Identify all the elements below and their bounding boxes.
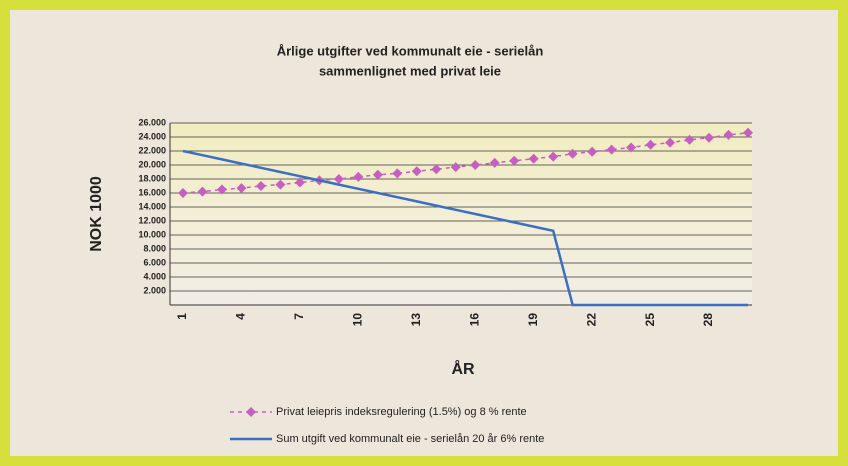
data-point bbox=[353, 171, 364, 182]
data-point bbox=[626, 142, 637, 153]
x-tick-label: 13 bbox=[409, 313, 423, 327]
x-tick-label: 28 bbox=[701, 313, 715, 327]
data-point bbox=[743, 127, 753, 138]
y-tick-label: 2.000 bbox=[143, 285, 166, 295]
data-point bbox=[528, 153, 539, 164]
x-axis-label: ÅR bbox=[451, 359, 475, 378]
y-tick-label: 20.000 bbox=[138, 159, 166, 169]
data-point bbox=[216, 184, 227, 195]
x-tick-label: 4 bbox=[234, 313, 248, 320]
data-point bbox=[587, 146, 598, 157]
data-point bbox=[509, 155, 520, 166]
y-tick-label: 6.000 bbox=[143, 257, 166, 267]
x-tick-label: 7 bbox=[292, 313, 306, 320]
y-tick-label: 14.000 bbox=[138, 201, 166, 211]
chart-title: Årlige utgifter ved kommunalt eie - seri… bbox=[277, 43, 544, 58]
y-tick-label: 4.000 bbox=[143, 271, 166, 281]
data-point bbox=[294, 177, 305, 188]
y-tick-label: 22.000 bbox=[138, 145, 166, 155]
data-point bbox=[431, 164, 442, 175]
plot-area bbox=[170, 123, 752, 305]
x-tick-label: 16 bbox=[467, 313, 481, 327]
data-point bbox=[197, 186, 208, 197]
x-tick-label: 1 bbox=[175, 313, 189, 320]
x-tick-label: 22 bbox=[584, 313, 598, 327]
data-point bbox=[645, 139, 656, 150]
data-point bbox=[178, 188, 188, 198]
x-tick-label: 19 bbox=[526, 313, 540, 327]
y-tick-label: 18.000 bbox=[138, 173, 166, 183]
data-point bbox=[723, 129, 734, 140]
legend-label: Sum utgift ved kommunalt eie - serielån … bbox=[276, 433, 544, 445]
data-point bbox=[665, 137, 676, 148]
data-point bbox=[236, 183, 247, 194]
data-point bbox=[372, 169, 383, 180]
x-tick-label: 25 bbox=[643, 313, 657, 327]
chart-title: sammenlignet med privat leie bbox=[319, 63, 501, 78]
data-point bbox=[684, 134, 695, 145]
data-point bbox=[255, 181, 266, 191]
x-tick-label: 10 bbox=[351, 313, 365, 327]
data-point bbox=[704, 132, 715, 143]
y-tick-label: 16.000 bbox=[138, 187, 166, 197]
data-point bbox=[392, 168, 403, 179]
data-point bbox=[548, 151, 559, 162]
data-point bbox=[333, 174, 344, 184]
y-tick-label: 26.000 bbox=[138, 117, 166, 127]
data-point bbox=[470, 160, 481, 170]
legend-label: Privat leiepris indeksregulering (1.5%) … bbox=[276, 406, 527, 418]
data-point bbox=[606, 144, 617, 155]
data-point bbox=[411, 166, 422, 177]
y-tick-label: 24.000 bbox=[138, 131, 166, 141]
y-axis-label: NOK 1000 bbox=[88, 176, 105, 252]
y-tick-label: 10.000 bbox=[138, 229, 166, 239]
series-line bbox=[182, 149, 748, 307]
y-tick-label: 8.000 bbox=[143, 243, 166, 253]
data-point bbox=[567, 148, 578, 159]
data-point bbox=[275, 179, 286, 190]
data-point bbox=[489, 157, 500, 168]
data-point bbox=[450, 162, 461, 173]
legend-marker bbox=[246, 407, 256, 417]
y-tick-label: 12.000 bbox=[138, 215, 166, 225]
